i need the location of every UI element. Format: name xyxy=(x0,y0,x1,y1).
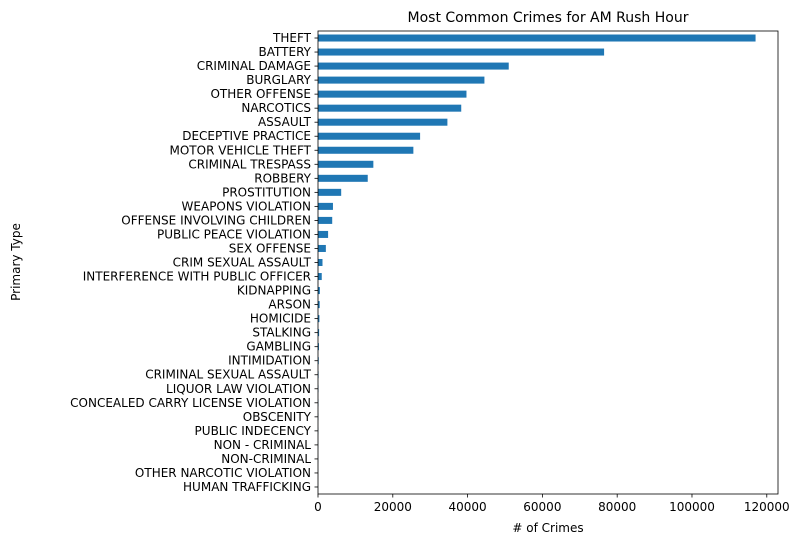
y-tick-label: BATTERY xyxy=(259,45,312,59)
bar xyxy=(318,118,448,126)
x-tick-label: 60000 xyxy=(523,500,561,514)
x-tick-label: 80000 xyxy=(598,500,636,514)
y-tick-label: PUBLIC INDECENCY xyxy=(195,424,312,438)
y-tick-label: ROBBERY xyxy=(254,171,311,185)
bar xyxy=(318,287,320,295)
y-tick-label: SEX OFFENSE xyxy=(229,241,311,255)
y-tick-label: INTERFERENCE WITH PUBLIC OFFICER xyxy=(83,270,311,284)
y-tick-label: HUMAN TRAFFICKING xyxy=(183,480,311,494)
y-tick-label: THEFT xyxy=(272,31,312,45)
bar xyxy=(318,132,421,140)
bar xyxy=(318,301,320,309)
bar xyxy=(318,244,326,252)
y-tick-label: PUBLIC PEACE VIOLATION xyxy=(157,227,311,241)
y-tick-label: DECEPTIVE PRACTICE xyxy=(182,129,311,143)
bar xyxy=(318,62,509,70)
bar xyxy=(318,329,320,337)
x-tick-label: 20000 xyxy=(374,500,412,514)
bar xyxy=(318,146,414,154)
bar xyxy=(318,160,374,168)
y-tick-label: WEAPONS VIOLATION xyxy=(182,199,311,213)
y-tick-label: STALKING xyxy=(252,326,311,340)
x-ticks-group: 0 20000 40000 60000 80000 100000 120000 xyxy=(314,494,790,514)
y-tick-label: HOMICIDE xyxy=(250,312,311,326)
y-tick-label: LIQUOR LAW VIOLATION xyxy=(166,382,311,396)
chart-title: Most Common Crimes for AM Rush Hour xyxy=(408,10,689,26)
y-tick-label: GAMBLING xyxy=(246,340,311,354)
y-tick-label: OFFENSE INVOLVING CHILDREN xyxy=(121,213,311,227)
y-tick-label: CRIMINAL TRESPASS xyxy=(188,157,311,171)
y-tick-label: OBSCENITY xyxy=(243,410,312,424)
y-tick-label: MOTOR VEHICLE THEFT xyxy=(170,143,312,157)
bar xyxy=(318,258,323,267)
y-tick-label: CONCEALED CARRY LICENSE VIOLATION xyxy=(70,396,311,410)
y-axis-title: Primary Type xyxy=(9,223,23,301)
y-tick-label: OTHER NARCOTIC VIOLATION xyxy=(135,466,311,480)
y-tick-label: CRIM SEXUAL ASSAULT xyxy=(173,256,312,270)
y-tick-label: NON-CRIMINAL xyxy=(221,452,311,466)
y-tick-label: CRIMINAL DAMAGE xyxy=(197,59,311,73)
bar xyxy=(318,202,333,210)
y-tick-label: CRIMINAL SEXUAL ASSAULT xyxy=(145,368,311,382)
x-tick-label: 100000 xyxy=(669,500,715,514)
bar xyxy=(318,48,605,56)
bar xyxy=(318,343,319,351)
x-tick-label: 120000 xyxy=(744,500,790,514)
y-tick-label: NON - CRIMINAL xyxy=(214,438,312,452)
bar xyxy=(318,174,368,182)
x-axis-title: # of Crimes xyxy=(512,521,583,535)
bar xyxy=(318,104,462,112)
bars-group xyxy=(318,34,756,491)
y-tick-label: ARSON xyxy=(268,298,311,312)
bar xyxy=(318,90,467,98)
plot-frame xyxy=(317,30,779,495)
x-tick-label: 40000 xyxy=(448,500,486,514)
bar xyxy=(318,188,342,196)
y-tick-label: NARCOTICS xyxy=(241,101,311,115)
bar xyxy=(318,315,320,323)
y-tick-label: ASSAULT xyxy=(258,115,312,129)
y-tick-label: INTIMIDATION xyxy=(228,354,311,368)
bar xyxy=(318,216,333,224)
bar xyxy=(318,76,485,84)
bar xyxy=(318,34,756,42)
y-tick-label: KIDNAPPING xyxy=(237,284,311,298)
y-tick-label: BURGLARY xyxy=(246,73,311,87)
bar xyxy=(318,273,322,281)
x-tick-label: 0 xyxy=(314,500,322,514)
y-tick-label: PROSTITUTION xyxy=(222,185,311,199)
y-tick-label: OTHER OFFENSE xyxy=(210,87,311,101)
bar xyxy=(318,230,329,238)
